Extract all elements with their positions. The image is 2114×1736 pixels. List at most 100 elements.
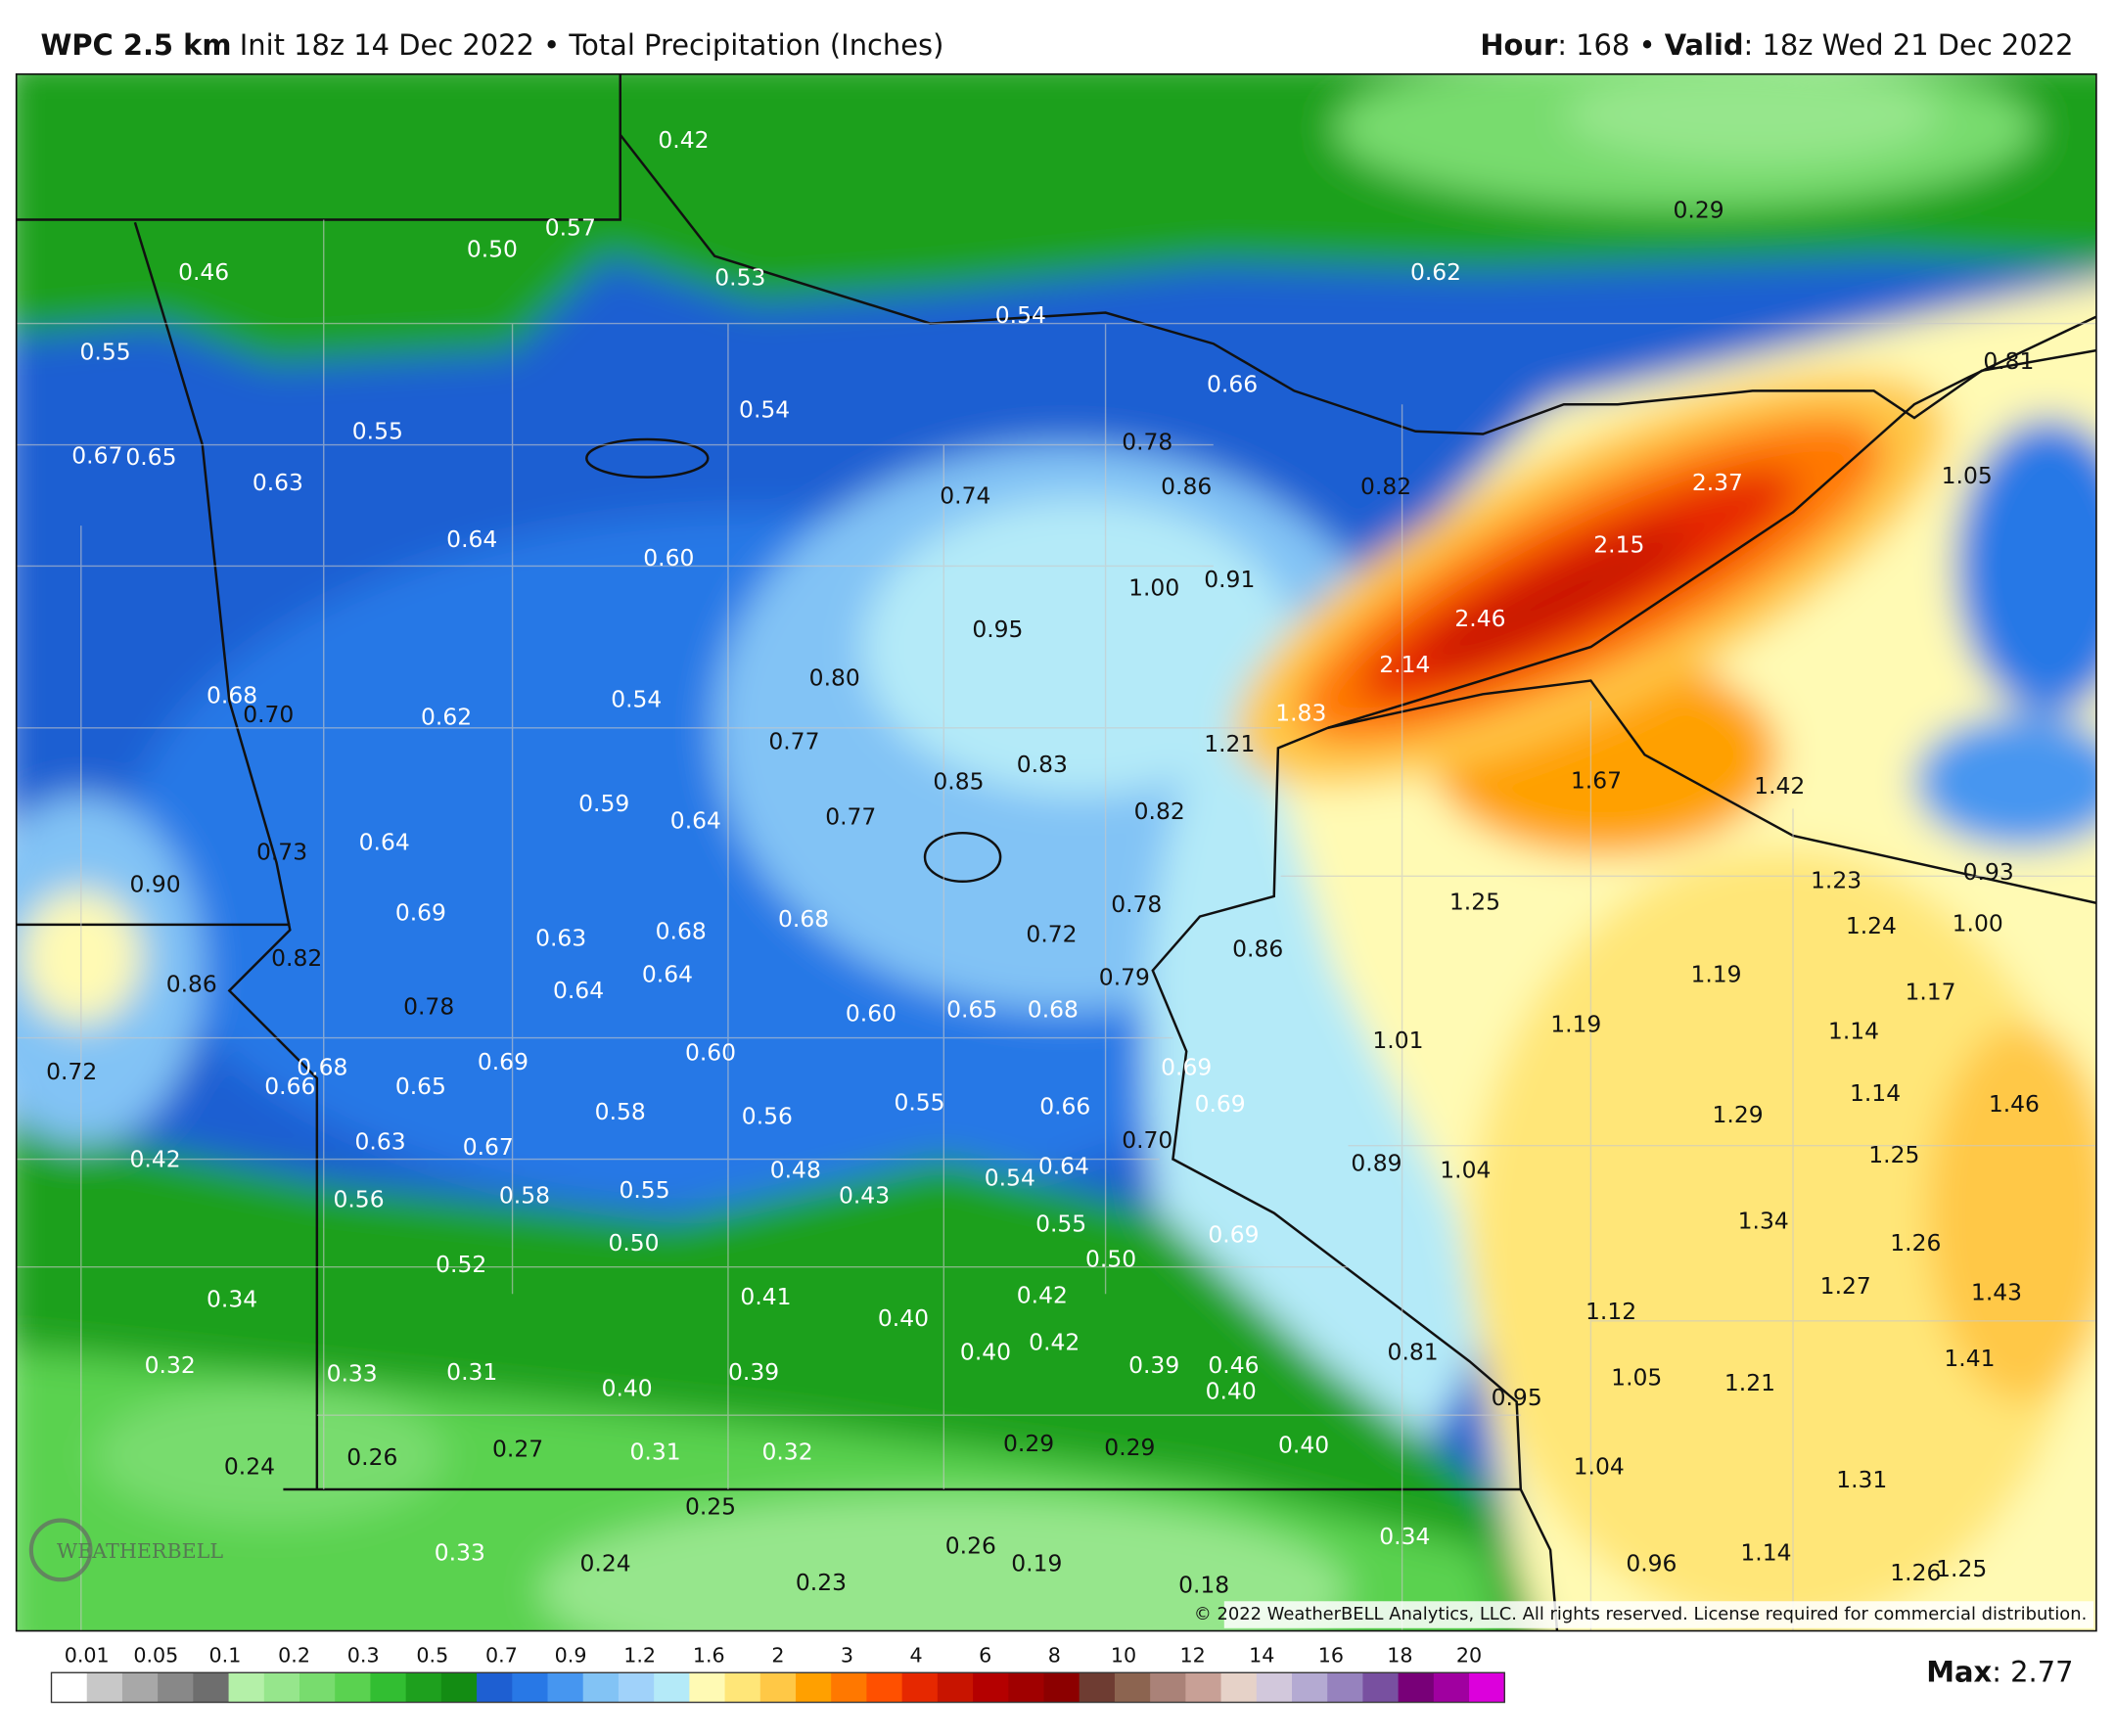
precip-value-label: 0.58 <box>499 1182 550 1210</box>
precip-value-label: 0.73 <box>256 838 307 865</box>
precip-value-label: 1.21 <box>1204 730 1255 757</box>
border <box>1151 315 2096 1490</box>
precip-value-label: 0.64 <box>642 961 693 988</box>
precip-value-label: 0.34 <box>1379 1523 1430 1550</box>
precip-value-label: 0.57 <box>545 214 596 242</box>
precip-value-label: 0.48 <box>770 1156 821 1183</box>
precip-value-label: 0.86 <box>1161 473 1212 500</box>
precip-value-label: 0.64 <box>553 977 604 1004</box>
precip-value-label: 0.27 <box>492 1436 543 1463</box>
precip-value-label: 0.65 <box>395 1073 446 1100</box>
colorbar-swatch <box>1291 1672 1328 1703</box>
precip-value-label: 0.25 <box>685 1493 736 1521</box>
colorbar-swatch <box>1362 1672 1400 1703</box>
precip-value-label: 0.26 <box>346 1443 397 1471</box>
lake <box>585 437 710 479</box>
colorbar-tick-label: 1.2 <box>623 1644 656 1667</box>
map-area <box>16 73 2096 1631</box>
precip-field <box>16 73 2096 1631</box>
precip-value-label: 0.54 <box>739 396 790 424</box>
precip-value-label: 0.60 <box>643 544 694 571</box>
precip-value-label: 0.33 <box>327 1359 378 1387</box>
precip-value-label: 1.25 <box>1449 888 1500 915</box>
colorbar-swatch <box>477 1672 513 1703</box>
colorbar-tick-label: 0.01 <box>65 1644 110 1667</box>
precip-value-label: 0.40 <box>1206 1377 1257 1404</box>
precip-value-label: 0.63 <box>535 924 586 951</box>
colorbar-swatch <box>263 1672 300 1703</box>
precip-shade <box>1469 848 2091 1631</box>
precip-value-label: 0.64 <box>446 525 497 553</box>
precip-value-label: 1.31 <box>1836 1466 1887 1493</box>
precip-value-label: 0.41 <box>740 1283 791 1310</box>
colorbar-swatch <box>1327 1672 1364 1703</box>
valid-value: : 18z Wed 21 Dec 2022 <box>1744 28 2074 62</box>
precip-value-label: 0.78 <box>1111 891 1162 918</box>
colorbar-swatch <box>299 1672 336 1703</box>
precip-shade <box>1954 418 2096 714</box>
precip-value-label: 0.69 <box>395 898 446 926</box>
copyright-bg <box>1223 1601 2094 1628</box>
precip-value-label: 0.66 <box>1039 1093 1090 1120</box>
header-right: Hour: 168 • Valid: 18z Wed 21 Dec 2022 <box>1480 28 2073 62</box>
precip-value-label: 0.24 <box>580 1550 631 1577</box>
precip-value-label: 0.77 <box>768 727 819 754</box>
precip-value-label: 0.69 <box>1195 1090 1246 1118</box>
precip-value-label: 0.23 <box>796 1569 847 1596</box>
precip-value-label: 1.26 <box>1890 1559 1941 1586</box>
precip-value-label: 1.14 <box>1828 1018 1879 1045</box>
precip-value-label: 0.19 <box>1011 1550 1062 1577</box>
precip-value-label: 1.23 <box>1811 866 1861 893</box>
precip-value-label: 0.29 <box>1104 1434 1155 1461</box>
precip-value-label: 0.26 <box>945 1532 996 1560</box>
precip-value-label: 0.82 <box>271 944 322 972</box>
precip-value-label: 0.59 <box>578 790 629 817</box>
precip-value-label: 0.18 <box>1178 1572 1229 1599</box>
precip-value-label: 0.80 <box>809 664 860 692</box>
precip-value-label: 0.24 <box>224 1452 275 1480</box>
precip-value-label: 0.42 <box>658 126 709 154</box>
max-readout: Max: 2.77 <box>1926 1656 2073 1689</box>
colorbar-tick-label: 14 <box>1249 1644 1274 1667</box>
precip-value-label: 1.25 <box>1868 1141 1919 1168</box>
colorbar-tick-label: 18 <box>1387 1644 1412 1667</box>
precip-value-label: 0.83 <box>1017 751 1068 778</box>
precip-value-label: 0.96 <box>1626 1550 1677 1577</box>
precip-value-label: 0.46 <box>178 258 229 286</box>
precip-value-label: 0.39 <box>1128 1351 1179 1379</box>
colorbar-swatch <box>759 1672 797 1703</box>
precip-value-label: 0.54 <box>995 301 1046 329</box>
precip-value-label: 0.52 <box>436 1251 486 1278</box>
precip-value-label: 0.53 <box>714 264 765 292</box>
precip-shade <box>539 1495 1349 1631</box>
colorbar-swatch <box>901 1672 939 1703</box>
county-lines <box>16 219 2096 1631</box>
colorbar-swatch <box>654 1672 691 1703</box>
lake <box>923 831 1002 884</box>
colorbar-tick-label: 0.7 <box>485 1644 518 1667</box>
precip-value-label: 0.55 <box>1035 1210 1086 1237</box>
precip-value-label: 0.63 <box>253 469 303 496</box>
colorbar-swatch <box>1256 1672 1293 1703</box>
colorbar-tick-label: 4 <box>910 1644 923 1667</box>
colorbar-swatch <box>1220 1672 1258 1703</box>
colorbar-tick-label: 0.05 <box>133 1644 178 1667</box>
precip-value-label: 1.19 <box>1550 1011 1601 1038</box>
precip-value-label: 1.00 <box>1953 909 2003 937</box>
colorbar-frame <box>50 1671 1505 1704</box>
precip-value-label: 0.40 <box>878 1304 929 1332</box>
precip-value-label: 1.34 <box>1738 1208 1789 1235</box>
precip-value-label: 0.95 <box>1492 1384 1542 1411</box>
colorbar-tick-label: 0.3 <box>347 1644 380 1667</box>
precip-value-label: 0.64 <box>359 829 410 856</box>
precip-value-label: 0.31 <box>446 1358 497 1386</box>
colorbar-swatch <box>193 1672 230 1703</box>
colorbar-swatch <box>689 1672 726 1703</box>
hour-label: Hour <box>1480 28 1558 62</box>
precip-value-label: 0.69 <box>1208 1221 1259 1249</box>
precip-value-label: 1.14 <box>1740 1539 1791 1567</box>
precip-value-label: 0.46 <box>1208 1351 1259 1379</box>
precip-value-label: 0.64 <box>670 807 721 835</box>
precip-value-label: 0.72 <box>46 1058 97 1085</box>
